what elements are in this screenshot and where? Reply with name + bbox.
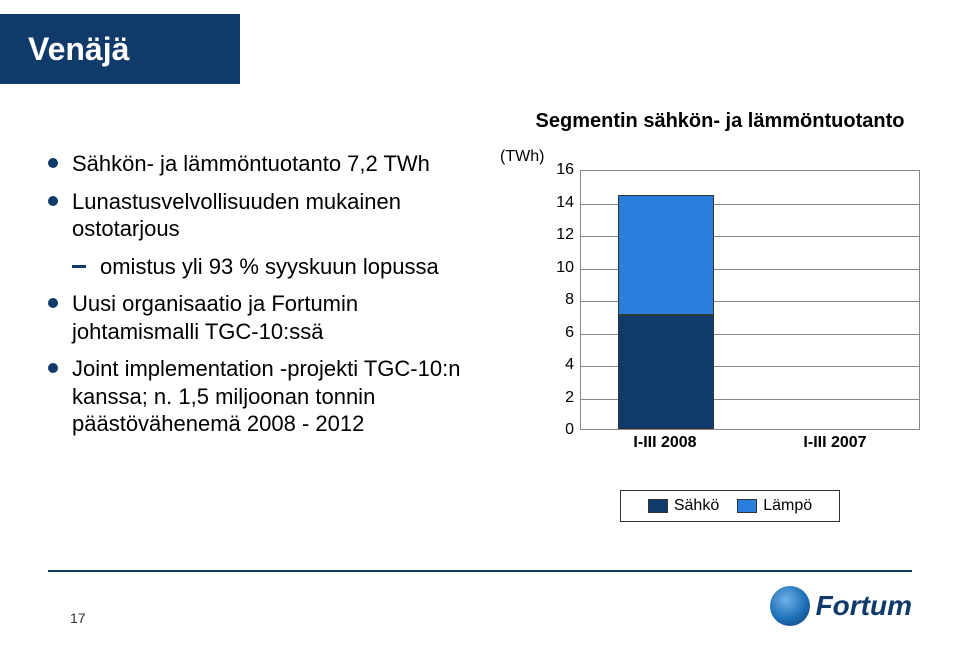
plot-area bbox=[580, 170, 920, 430]
bar-segment bbox=[618, 195, 713, 315]
bullet-item: Sähkön- ja lämmöntuotanto 7,2 TWh bbox=[48, 150, 488, 178]
x-category-label: I-III 2008 bbox=[605, 434, 725, 452]
chart-title: Segmentin sähkön- ja lämmöntuotanto bbox=[500, 110, 940, 133]
bar-segment bbox=[618, 315, 713, 429]
y-tick-label: 4 bbox=[540, 356, 574, 374]
y-tick-label: 16 bbox=[540, 161, 574, 179]
legend-label-sahko: Sähkö bbox=[674, 497, 719, 515]
legend-label-lampo: Lämpö bbox=[763, 497, 812, 515]
title-bar: Venäjä bbox=[0, 14, 240, 84]
y-tick-label: 6 bbox=[540, 324, 574, 342]
slide: Venäjä Sähkön- ja lämmöntuotanto 7,2 TWh… bbox=[0, 0, 960, 647]
bullet-item: Joint implementation -projekti TGC-10:n … bbox=[48, 355, 488, 438]
y-tick-label: 8 bbox=[540, 291, 574, 309]
y-tick-label: 10 bbox=[540, 259, 574, 277]
bullet-content: Sähkön- ja lämmöntuotanto 7,2 TWh Lunastu… bbox=[48, 150, 488, 448]
logo: Fortum bbox=[770, 586, 912, 626]
legend-swatch-sahko bbox=[648, 499, 668, 513]
legend-item-lampo: Lämpö bbox=[737, 497, 812, 515]
x-category-label: I-III 2007 bbox=[775, 434, 895, 452]
y-tick-label: 2 bbox=[540, 389, 574, 407]
bullet-list: Sähkön- ja lämmöntuotanto 7,2 TWh Lunastu… bbox=[48, 150, 488, 438]
y-tick-label: 12 bbox=[540, 226, 574, 244]
slide-title: Venäjä bbox=[28, 31, 129, 68]
logo-text: Fortum bbox=[816, 590, 912, 622]
bullet-item: Uusi organisaatio ja Fortumin johtamisma… bbox=[48, 290, 488, 345]
y-tick-label: 0 bbox=[540, 421, 574, 439]
y-tick-label: 14 bbox=[540, 194, 574, 212]
chart-area: 0246810121416 I-III 2008I-III 2007 bbox=[540, 170, 920, 450]
legend-item-sahko: Sähkö bbox=[648, 497, 719, 515]
legend-swatch-lampo bbox=[737, 499, 757, 513]
chart-ylabel: (TWh) bbox=[500, 148, 544, 166]
page-number: 17 bbox=[70, 610, 86, 626]
footer-divider bbox=[48, 570, 912, 572]
bullet-item: Lunastusvelvollisuuden mukainen ostotarj… bbox=[48, 188, 488, 243]
logo-globe-icon bbox=[770, 586, 810, 626]
legend: Sähkö Lämpö bbox=[620, 490, 840, 522]
bullet-item: omistus yli 93 % syyskuun lopussa bbox=[48, 253, 488, 281]
